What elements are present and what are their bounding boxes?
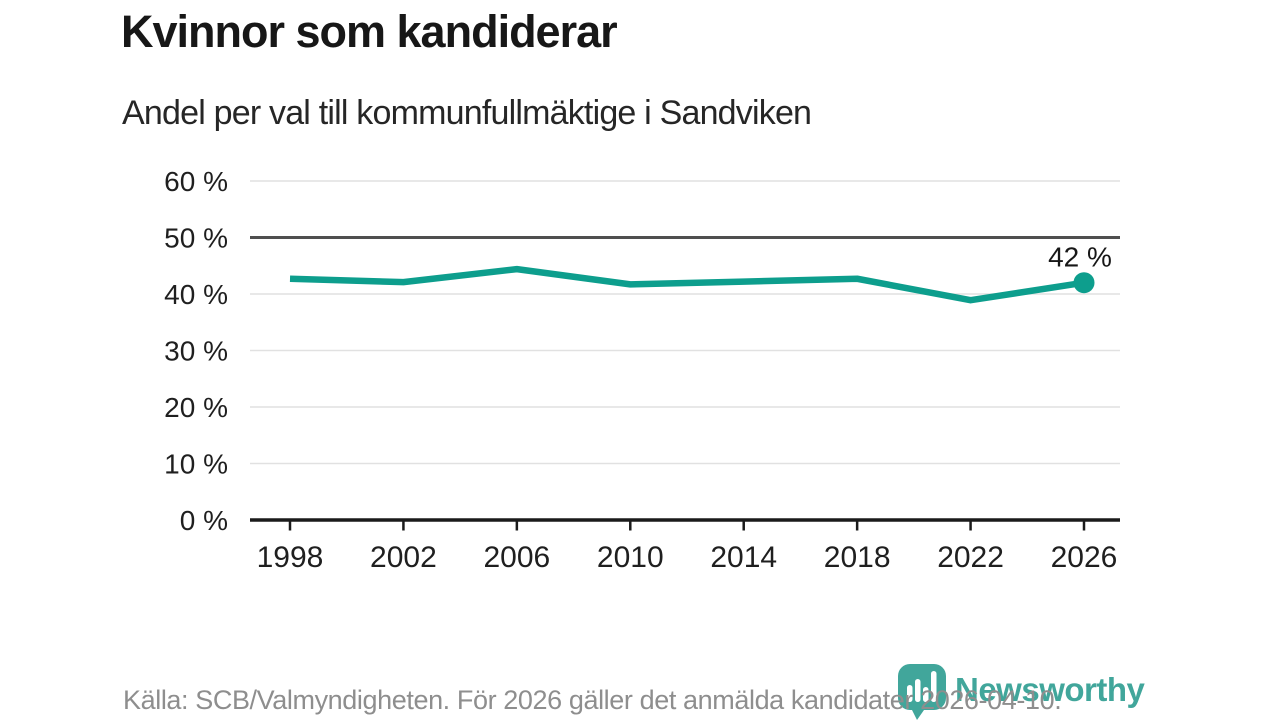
x-axis-label: 2002 bbox=[370, 541, 437, 574]
data-line bbox=[289, 265, 1085, 304]
x-axis-label: 2014 bbox=[710, 541, 777, 574]
y-tick-label: 0 % bbox=[180, 505, 228, 536]
last-point-value-label: 42 % bbox=[1048, 242, 1112, 273]
newsworthy-logo: Newsworthy bbox=[898, 664, 1145, 720]
newsworthy-wordmark: Newsworthy bbox=[955, 671, 1145, 708]
y-tick-label: 20 % bbox=[164, 392, 228, 423]
page-title: Kvinnor som kandiderar bbox=[121, 6, 618, 57]
source-note: Källa: SCB/Valmyndigheten. För 2026 gäll… bbox=[123, 685, 1062, 715]
last-point-marker bbox=[1073, 272, 1095, 294]
x-axis-label: 2010 bbox=[597, 541, 664, 574]
y-tick-label: 10 % bbox=[164, 449, 228, 480]
y-tick-label: 30 % bbox=[164, 336, 228, 367]
x-axis-label: 2026 bbox=[1051, 541, 1118, 574]
x-axis-label: 2018 bbox=[824, 541, 891, 574]
bar-chart-speech-bubble-icon bbox=[898, 664, 946, 720]
x-axis-label: 2006 bbox=[483, 541, 550, 574]
y-tick-label: 60 % bbox=[164, 166, 228, 197]
x-axis-label: 2022 bbox=[937, 541, 1004, 574]
x-axis-label: 1998 bbox=[257, 541, 324, 574]
page-subtitle: Andel per val till kommunfullmäktige i S… bbox=[122, 94, 812, 132]
y-tick-label: 50 % bbox=[164, 223, 228, 254]
y-tick-label: 40 % bbox=[164, 279, 228, 310]
